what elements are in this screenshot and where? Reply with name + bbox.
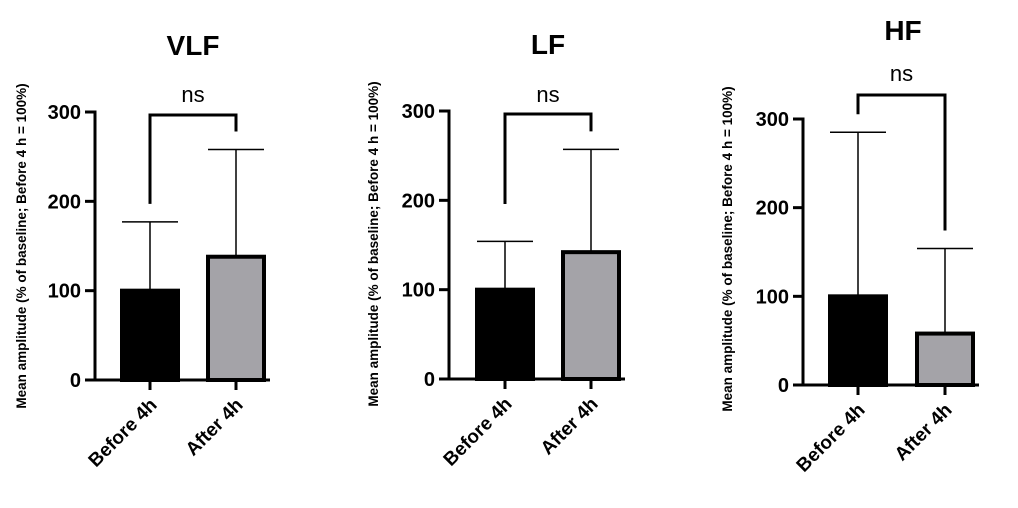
chart-title: LF [531,29,565,60]
bar-after-4h [915,331,975,388]
bar-after-4h [206,254,266,383]
significance-bracket [856,93,947,231]
significance-label: ns [536,82,559,107]
x-tick-label: After 4h [537,394,603,460]
significance-label: ns [181,82,204,107]
y-tick-label: 300 [402,101,435,123]
significance-label: ns [890,61,913,86]
bar-before-4h [828,294,888,387]
y-axis-label: Mean amplitude (% of baseline; Before 4 … [720,86,735,411]
chart-panel-hf: HF Mean amplitude (% of baseline; Before … [720,15,979,477]
y-axis-label: Mean amplitude (% of baseline; Before 4 … [366,81,381,406]
y-tick-label: 300 [756,109,789,131]
y-tick-label: 0 [70,370,81,392]
x-tick-label: After 4h [182,395,248,461]
y-tick-label: 200 [48,191,81,213]
bar-before-4h [475,287,535,382]
y-tick-label: 100 [402,280,435,302]
bar-after-4h [561,250,621,381]
significance-bracket [503,112,593,204]
x-tick-label: After 4h [891,400,957,466]
significance-bracket [148,113,238,204]
chart-title: VLF [167,30,220,61]
y-tick-label: 0 [424,369,435,391]
chart-panel-lf: LF Mean amplitude (% of baseline; Before … [366,29,625,471]
y-tick-label: 100 [756,286,789,308]
x-tick-label: Before 4h [440,394,517,471]
y-tick-label: 0 [778,375,789,397]
bar-before-4h [120,288,180,383]
y-tick-label: 300 [48,102,81,124]
y-axis-label: Mean amplitude (% of baseline; Before 4 … [14,83,29,408]
chart-panel-vlf: VLF Mean amplitude (% of baseline; Before… [14,30,270,472]
y-tick-label: 200 [402,190,435,212]
chart-title: HF [884,15,921,46]
x-tick-label: Before 4h [85,395,162,472]
y-tick-label: 200 [756,198,789,220]
x-tick-label: Before 4h [793,400,870,477]
y-tick-label: 100 [48,281,81,303]
